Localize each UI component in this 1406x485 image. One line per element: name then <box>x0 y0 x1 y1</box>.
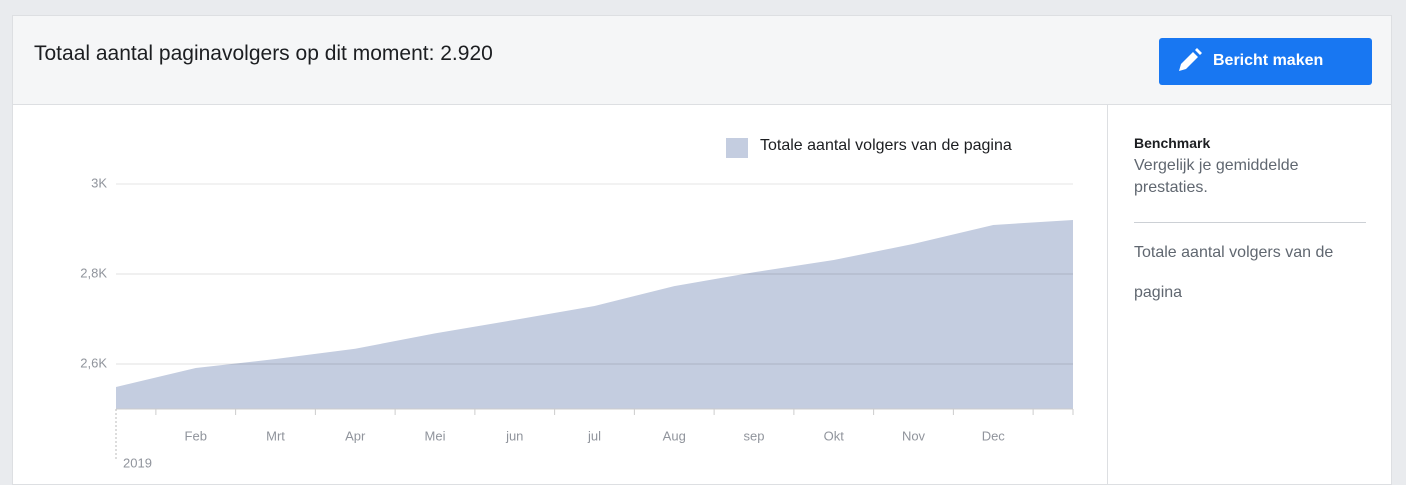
header: Totaal aantal paginavolgers op dit momen… <box>13 16 1391 105</box>
y-tick-label: 2,6K <box>80 355 107 370</box>
side-description: Vergelijk je gemiddelde prestaties. <box>1134 157 1299 196</box>
side-heading: Benchmark <box>1134 135 1211 151</box>
side-panel: Benchmark Vergelijk je gemiddelde presta… <box>1107 105 1392 485</box>
legend-label: Totale aantal volgers van de pagina <box>760 137 1012 154</box>
x-tick-label: Okt <box>824 428 845 443</box>
create-post-button[interactable]: Bericht maken <box>1159 38 1372 85</box>
button-label: Bericht maken <box>1213 52 1324 69</box>
divider <box>1134 222 1366 223</box>
chart: Totale aantal volgers van de pagina 2,6K 2… <box>80 137 1074 470</box>
year-label: 2019 <box>123 455 152 470</box>
legend-swatch <box>726 138 748 158</box>
x-tick-label: Nov <box>902 428 926 443</box>
x-tick-label: jul <box>587 428 601 443</box>
x-tick-label: Mei <box>425 428 446 443</box>
x-tick-label: Apr <box>345 428 366 443</box>
x-tick-label: Feb <box>185 428 207 443</box>
y-tick-label: 3K <box>91 175 107 190</box>
area <box>116 220 1073 409</box>
title: Totaal aantal paginavolgers op dit momen… <box>34 42 493 65</box>
x-tick-label: sep <box>744 428 765 443</box>
pencil-icon <box>1179 48 1202 71</box>
y-tick-label: 2,8K <box>80 265 107 280</box>
x-tick-label: jun <box>505 428 523 443</box>
x-tick-label: Mrt <box>266 428 285 443</box>
x-tick-label: Dec <box>982 428 1006 443</box>
side-metric[interactable]: Totale aantal volgers van de pagina <box>1134 244 1334 301</box>
x-tick-label: Aug <box>663 428 686 443</box>
